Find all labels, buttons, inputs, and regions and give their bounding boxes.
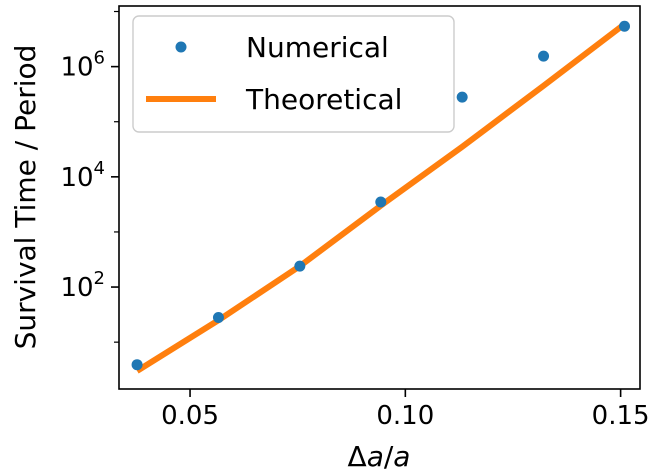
y-tick-label: 106 bbox=[60, 48, 105, 83]
data-point-numerical bbox=[538, 50, 550, 62]
series-layer bbox=[131, 20, 630, 374]
data-point-numerical bbox=[619, 20, 630, 32]
x-axis-label: Δa/a bbox=[348, 440, 411, 472]
x-tick-label: 0.05 bbox=[161, 401, 219, 431]
x-axis: 0.05 0.10 0.15 bbox=[161, 389, 650, 431]
y-axis: 102 104 106 bbox=[60, 10, 119, 343]
y-tick-label: 104 bbox=[60, 158, 105, 193]
legend-marker-numerical bbox=[175, 41, 187, 53]
data-point-numerical bbox=[131, 359, 143, 371]
legend: Numerical Theoretical bbox=[132, 15, 455, 133]
y-tick-label: 102 bbox=[60, 268, 105, 303]
data-point-numerical bbox=[456, 91, 468, 103]
data-point-numerical bbox=[375, 196, 387, 208]
data-point-numerical bbox=[212, 312, 224, 324]
legend-frame bbox=[132, 15, 455, 133]
data-point-numerical bbox=[294, 260, 306, 272]
legend-label-theoretical: Theoretical bbox=[245, 83, 402, 116]
legend-label-numerical: Numerical bbox=[246, 31, 389, 64]
y-axis-label: Survival Time / Period bbox=[9, 45, 42, 350]
x-tick-label: 0.15 bbox=[592, 401, 650, 431]
plot-frame bbox=[118, 5, 641, 390]
x-tick-label: 0.10 bbox=[376, 401, 434, 431]
